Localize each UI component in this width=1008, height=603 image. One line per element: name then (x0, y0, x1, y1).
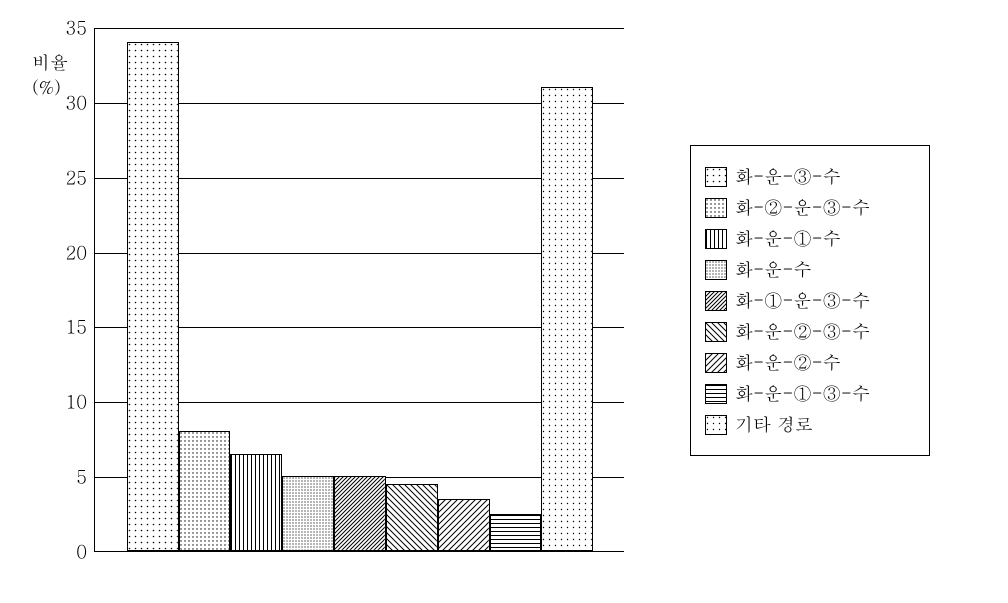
y-axis-label-line1: 비율 (32, 50, 68, 75)
legend-swatch (705, 167, 727, 187)
ytick-label: 25 (66, 165, 95, 190)
legend-swatch (705, 415, 727, 435)
legend-label: 화-운-②-③-수 (735, 319, 870, 344)
y-axis-label-line2: (%) (32, 75, 68, 100)
ytick-label: 30 (66, 90, 95, 115)
bar (127, 42, 179, 551)
ytick-label: 10 (66, 390, 95, 415)
gridline (95, 28, 624, 29)
legend-item: 기타 경로 (705, 412, 915, 437)
legend-swatch (705, 260, 727, 280)
bar (179, 431, 231, 551)
legend-item: 화-운-①-수 (705, 226, 915, 251)
legend-swatch (705, 384, 727, 404)
legend-item: 화-운-②-수 (705, 350, 915, 375)
legend: 화-운-③-수화-②-운-③-수화-운-①-수화-운-수화-①-운-③-수화-운… (690, 145, 930, 456)
bar (541, 87, 593, 551)
legend-item: 화-운-수 (705, 257, 915, 282)
plot-area: 05101520253035 (94, 28, 624, 552)
chart-canvas: 비율 (%) 05101520253035 화-운-③-수화-②-운-③-수화-… (0, 0, 1008, 603)
ytick-label: 20 (66, 240, 95, 265)
legend-swatch (705, 353, 727, 373)
bar (386, 484, 438, 551)
legend-label: 화-②-운-③-수 (735, 195, 870, 220)
legend-swatch (705, 322, 727, 342)
legend-item: 화-운-③-수 (705, 164, 915, 189)
ytick-label: 35 (66, 16, 95, 41)
ytick-label: 5 (76, 465, 95, 490)
ytick-label: 0 (76, 540, 95, 565)
ytick-label: 15 (66, 315, 95, 340)
legend-label: 기타 경로 (735, 412, 813, 437)
legend-label: 화-운-①-수 (735, 226, 841, 251)
legend-item: 화-운-①-③-수 (705, 381, 915, 406)
legend-item: 화-운-②-③-수 (705, 319, 915, 344)
legend-item: 화-①-운-③-수 (705, 288, 915, 313)
legend-swatch (705, 291, 727, 311)
y-axis-label: 비율 (%) (32, 50, 68, 100)
bar (334, 476, 386, 551)
legend-swatch (705, 229, 727, 249)
bar (282, 476, 334, 551)
legend-item: 화-②-운-③-수 (705, 195, 915, 220)
legend-label: 화-운-②-수 (735, 350, 841, 375)
bar (230, 454, 282, 551)
bar (490, 514, 542, 551)
legend-label: 화-①-운-③-수 (735, 288, 870, 313)
legend-label: 화-운-수 (735, 257, 812, 282)
legend-swatch (705, 198, 727, 218)
legend-label: 화-운-③-수 (735, 164, 841, 189)
bar (438, 499, 490, 551)
legend-label: 화-운-①-③-수 (735, 381, 870, 406)
